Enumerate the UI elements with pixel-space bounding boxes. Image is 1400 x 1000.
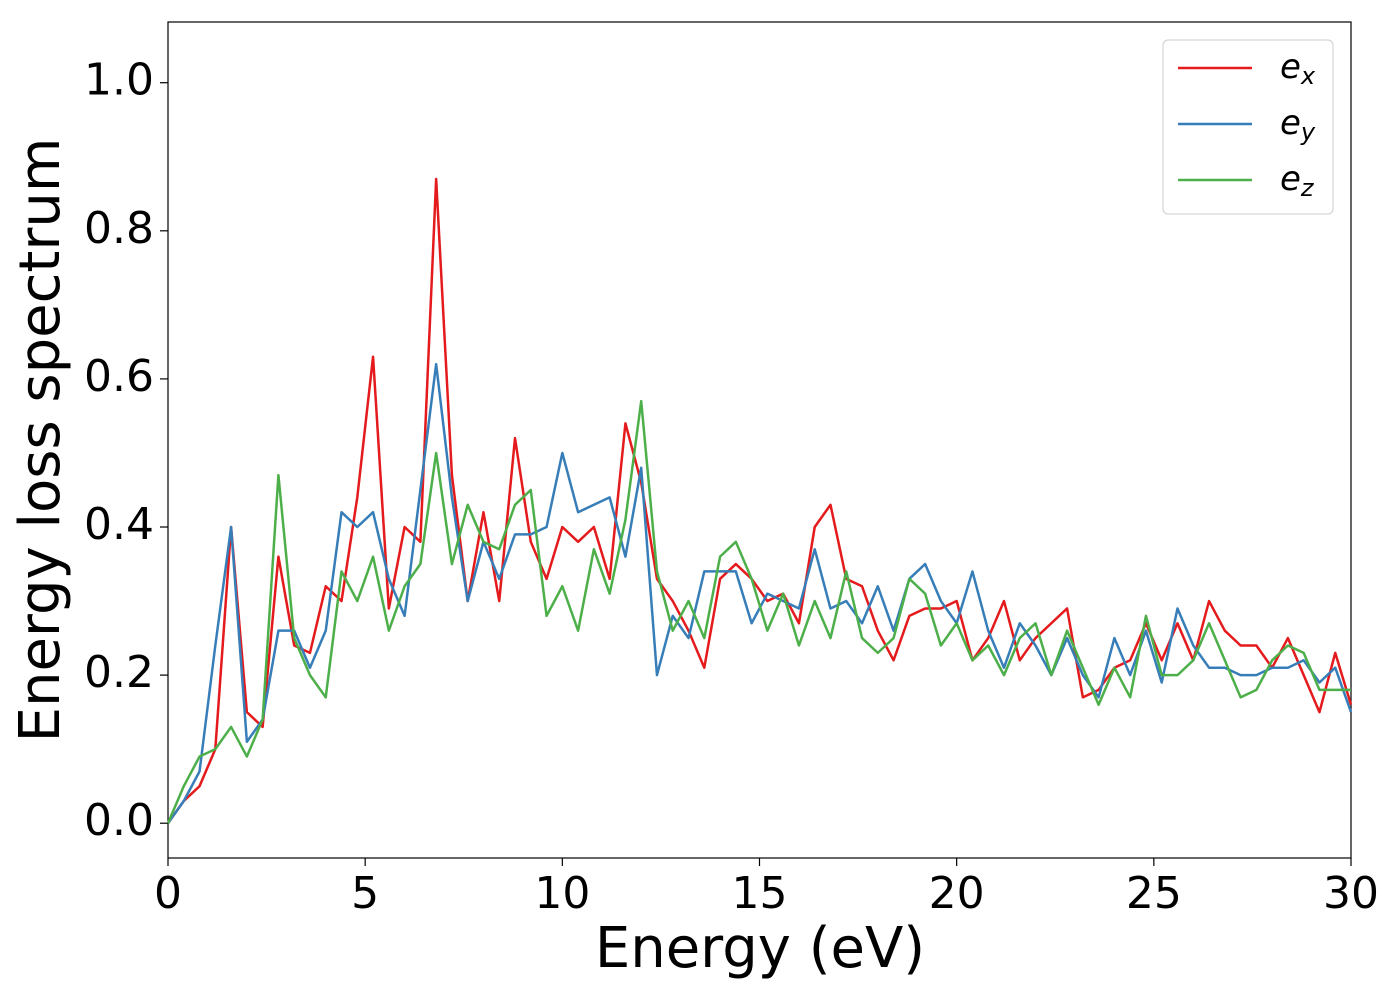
- y-tick-label: 0.8: [84, 203, 154, 254]
- y-tick-label: 1.0: [84, 55, 154, 106]
- y-tick-label: 0.6: [84, 351, 154, 402]
- y-tick-label: 0.2: [84, 647, 154, 698]
- series-line: [166, 362, 1353, 824]
- series-line: [166, 177, 1353, 824]
- y-axis-label: Energy loss spectrum: [8, 138, 73, 743]
- x-tick-label: 20: [929, 868, 985, 919]
- x-axis-label: Energy (eV): [595, 916, 925, 981]
- series-line: [166, 399, 1351, 824]
- legend-box: [1162, 39, 1334, 215]
- x-tick-label: 10: [534, 868, 590, 919]
- y-tick-label: 0.4: [84, 499, 154, 550]
- legend-label: ex: [1280, 47, 1316, 91]
- x-tick-label: 30: [1323, 868, 1379, 919]
- legend-label: ey: [1280, 103, 1316, 147]
- x-tick-label: 25: [1126, 868, 1182, 919]
- legend-label: ez: [1280, 159, 1315, 203]
- y-tick-label: 0.0: [84, 795, 154, 846]
- x-tick-label: 15: [732, 868, 788, 919]
- x-tick-label: 5: [351, 868, 379, 919]
- x-tick-label: 0: [154, 868, 182, 919]
